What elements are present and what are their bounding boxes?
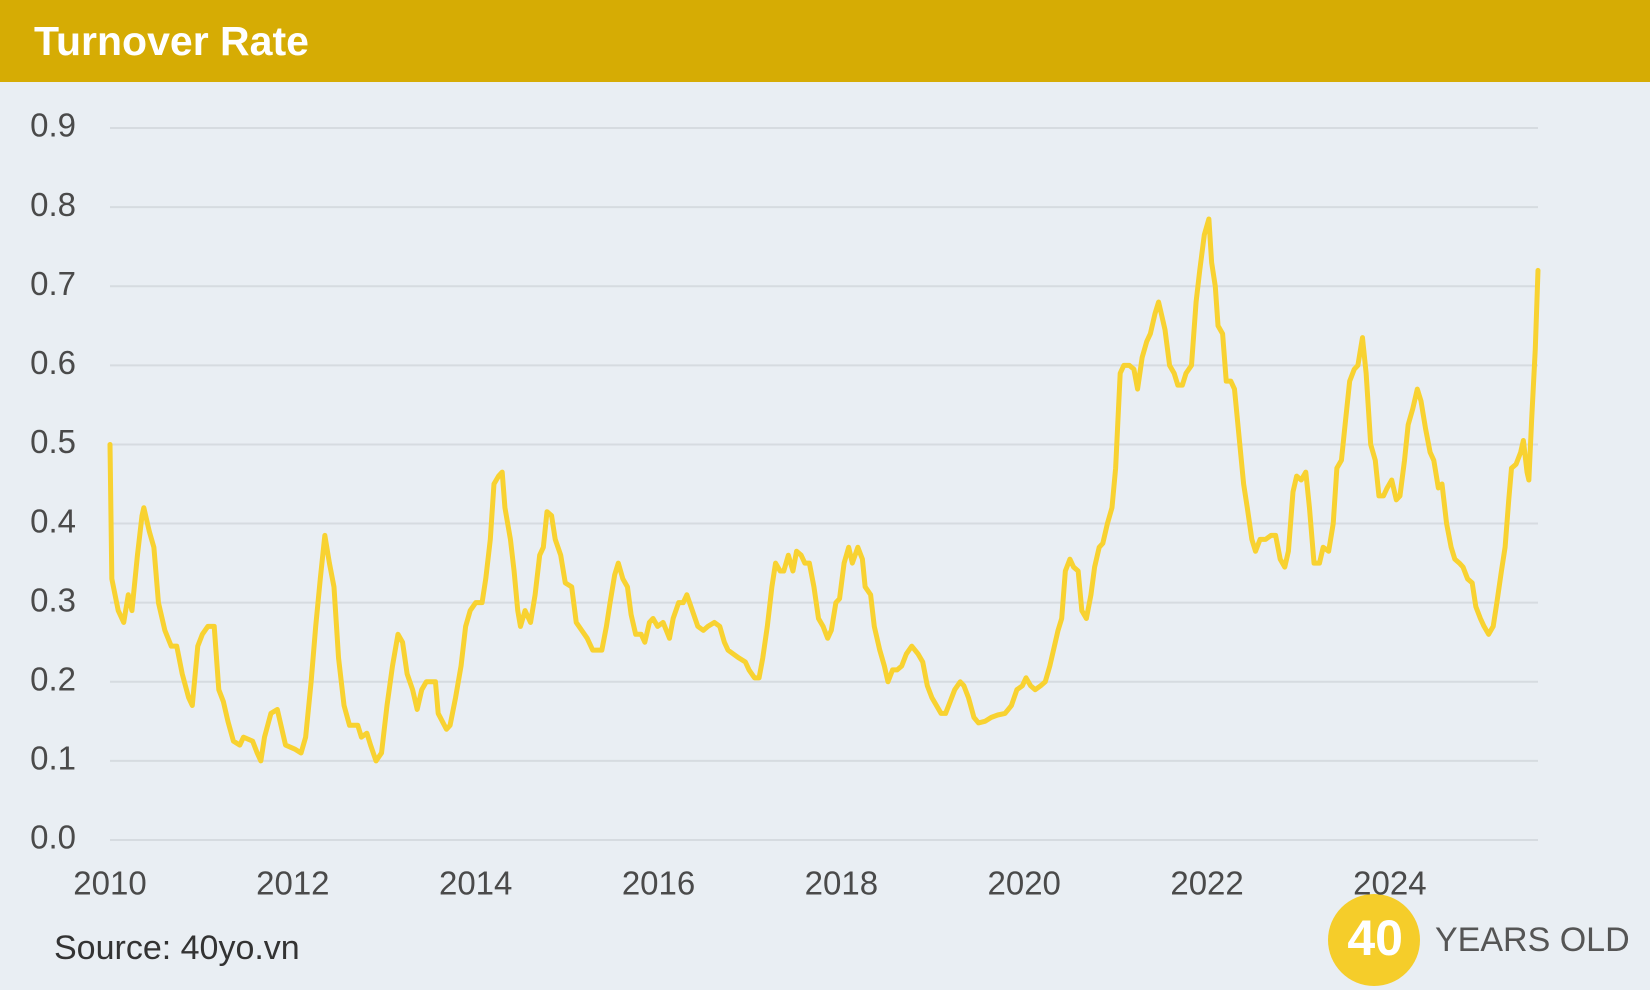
source: Source: 40yo.vn <box>54 929 300 967</box>
x-tick-label: 2018 <box>805 865 878 902</box>
y-tick-label: 0.9 <box>30 107 76 144</box>
chart-title: Turnover Rate <box>34 18 309 64</box>
x-tick-label: 2020 <box>988 865 1061 902</box>
x-tick-label: 2022 <box>1170 865 1243 902</box>
y-tick-label: 0.2 <box>30 660 76 697</box>
x-tick-label: 2010 <box>73 865 146 902</box>
x-tick-label: 2012 <box>256 865 329 902</box>
y-tick-label: 0.0 <box>30 819 76 856</box>
y-tick-label: 0.4 <box>30 502 76 539</box>
y-tick-label: 0.8 <box>30 186 76 223</box>
y-tick-label: 0.6 <box>30 344 76 381</box>
header-band <box>0 0 1650 82</box>
x-tick-label: 2024 <box>1353 865 1426 902</box>
x-tick-label: 2014 <box>439 865 512 902</box>
y-tick-label: 0.3 <box>30 581 76 618</box>
y-tick-label: 0.7 <box>30 265 76 302</box>
logo-number: 40 <box>1347 910 1403 966</box>
y-tick-label: 0.5 <box>30 423 76 460</box>
data-line <box>107 216 1541 764</box>
logo-text: YEARS OLD <box>1435 921 1630 959</box>
x-tick-label: 2016 <box>622 865 695 902</box>
logo-circle <box>1328 894 1420 986</box>
y-tick-label: 0.1 <box>30 740 76 777</box>
